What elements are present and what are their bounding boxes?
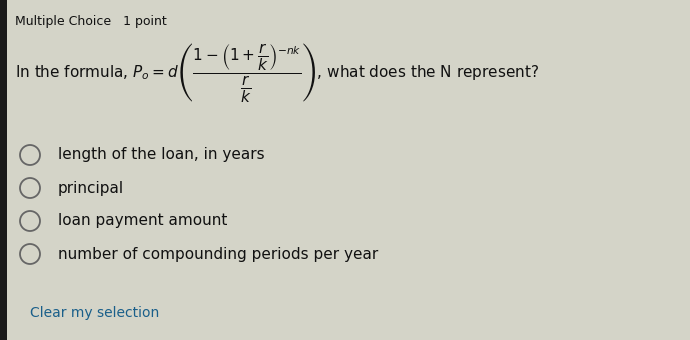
Text: number of compounding periods per year: number of compounding periods per year: [58, 246, 378, 261]
Text: Clear my selection: Clear my selection: [30, 306, 159, 320]
Text: In the formula, $P_o = d\left(\dfrac{1-\left(1+\dfrac{r}{k}\right)^{-nk}}{\dfrac: In the formula, $P_o = d\left(\dfrac{1-\…: [15, 41, 539, 104]
Bar: [0, 0, 7, 340]
Text: loan payment amount: loan payment amount: [58, 214, 228, 228]
Text: principal: principal: [58, 181, 124, 196]
Text: length of the loan, in years: length of the loan, in years: [58, 148, 265, 163]
Text: Multiple Choice   1 point: Multiple Choice 1 point: [15, 15, 167, 28]
